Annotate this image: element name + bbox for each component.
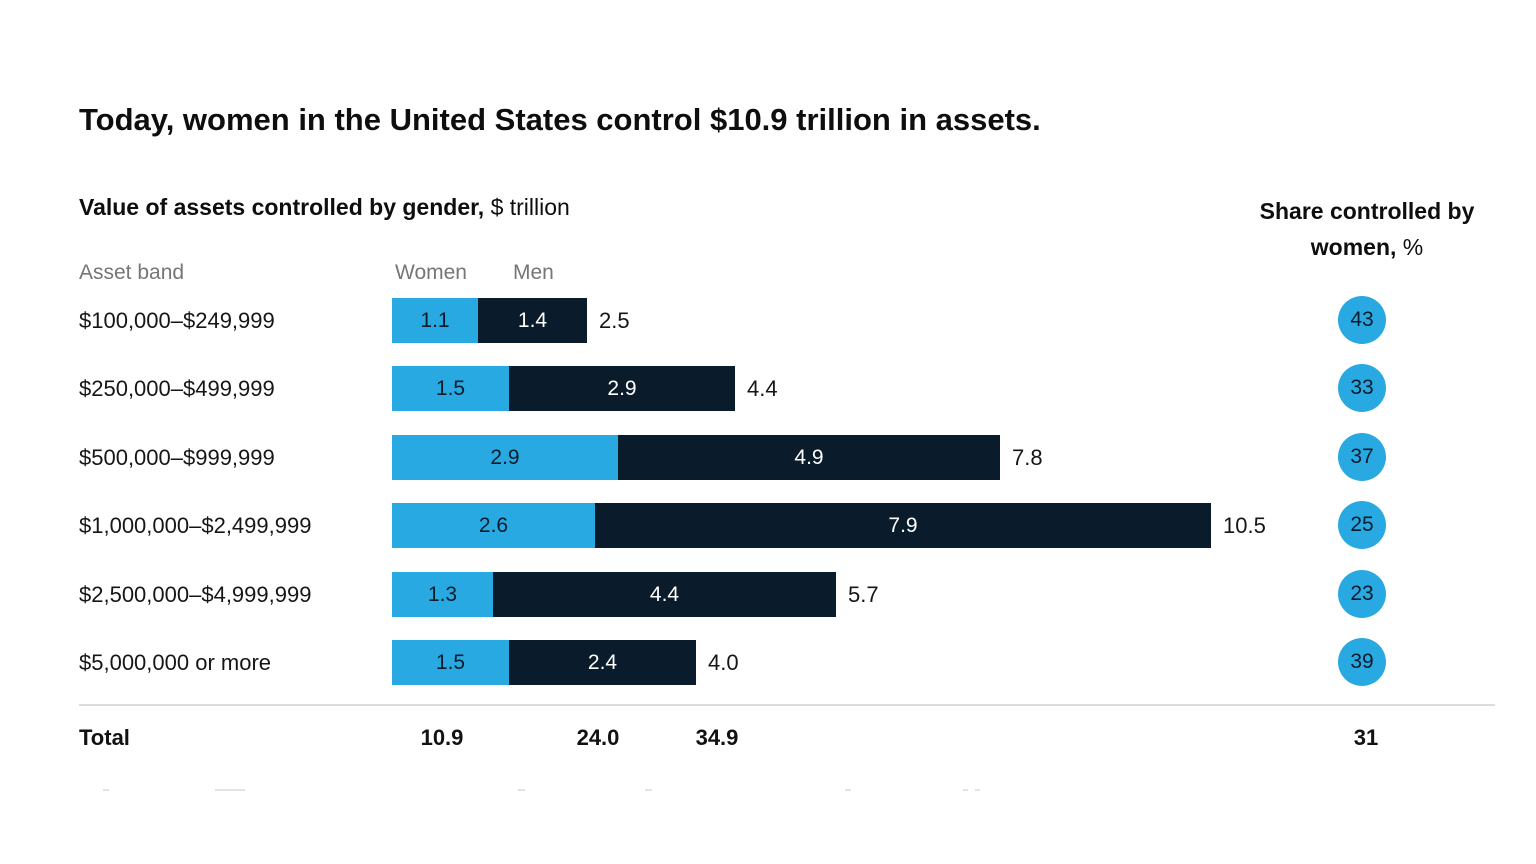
- asset-band-label: $250,000–$499,999: [79, 376, 275, 401]
- men-bar-segment: 1.4: [478, 298, 587, 343]
- women-bar-segment: 2.6: [392, 503, 595, 548]
- row-total-label: 5.7: [848, 582, 879, 607]
- women-bar-segment: 1.5: [392, 640, 509, 685]
- share-column-header-unit: %: [1402, 233, 1424, 260]
- asset-band-label: $100,000–$249,999: [79, 308, 275, 333]
- share-circle: 43: [1338, 296, 1386, 344]
- women-bar-segment: 1.3: [392, 572, 493, 617]
- asset-band-label: $2,500,000–$4,999,999: [79, 582, 312, 607]
- men-bar-segment: 4.9: [618, 435, 1000, 480]
- row-total-label: 4.4: [747, 376, 778, 401]
- asset-band-label: $5,000,000 or more: [79, 650, 272, 675]
- women-bar-segment: 1.1: [392, 298, 478, 343]
- share-column-header-bold: Share controlled by women,: [1259, 198, 1475, 260]
- total-men-value: 24.0: [576, 725, 620, 750]
- share-circle: 25: [1338, 501, 1386, 549]
- women-bar-segment: 1.5: [392, 366, 509, 411]
- row-total-label: 7.8: [1012, 445, 1043, 470]
- stacked-bar: 1.5 2.9: [392, 366, 735, 411]
- share-circle: 37: [1338, 433, 1386, 481]
- women-series-legend: Women: [395, 261, 467, 284]
- chart-subtitle-bold: Value of assets controlled by gender,: [79, 194, 485, 220]
- stacked-bar: 1.1 1.4: [392, 298, 587, 343]
- total-share-value: 31: [1353, 725, 1379, 750]
- page-title: Today, women in the United States contro…: [79, 102, 1041, 137]
- asset-band-label: $1,000,000–$2,499,999: [79, 513, 312, 538]
- row-total-label: 4.0: [708, 650, 739, 675]
- men-bar-segment: 2.4: [509, 640, 696, 685]
- total-overall-value: 34.9: [695, 725, 739, 750]
- total-divider-line: [79, 704, 1495, 706]
- women-bar-segment: 2.9: [392, 435, 618, 480]
- share-column-header: Share controlled by women, %: [1222, 194, 1512, 265]
- men-bar-segment: 7.9: [595, 503, 1211, 548]
- share-circle: 23: [1338, 570, 1386, 618]
- share-circle: 39: [1338, 638, 1386, 686]
- asset-band-label: $500,000–$999,999: [79, 445, 275, 470]
- chart-subtitle: Value of assets controlled by gender, $ …: [79, 194, 570, 221]
- row-total-label: 2.5: [599, 308, 630, 333]
- total-women-value: 10.9: [420, 725, 464, 750]
- men-bar-segment: 4.4: [493, 572, 836, 617]
- stacked-bar: 2.6 7.9: [392, 503, 1211, 548]
- total-row-label: Total: [79, 725, 130, 750]
- stacked-bar: 2.9 4.9: [392, 435, 1000, 480]
- men-bar-segment: 2.9: [509, 366, 735, 411]
- stacked-bar: 1.5 2.4: [392, 640, 696, 685]
- share-circle: 33: [1338, 364, 1386, 412]
- men-series-legend: Men: [513, 261, 554, 284]
- chart-subtitle-unit: $ trillion: [490, 194, 570, 220]
- row-total-label: 10.5: [1223, 513, 1266, 538]
- asset-band-column-header: Asset band: [79, 261, 185, 284]
- stacked-bar: 1.3 4.4: [392, 572, 836, 617]
